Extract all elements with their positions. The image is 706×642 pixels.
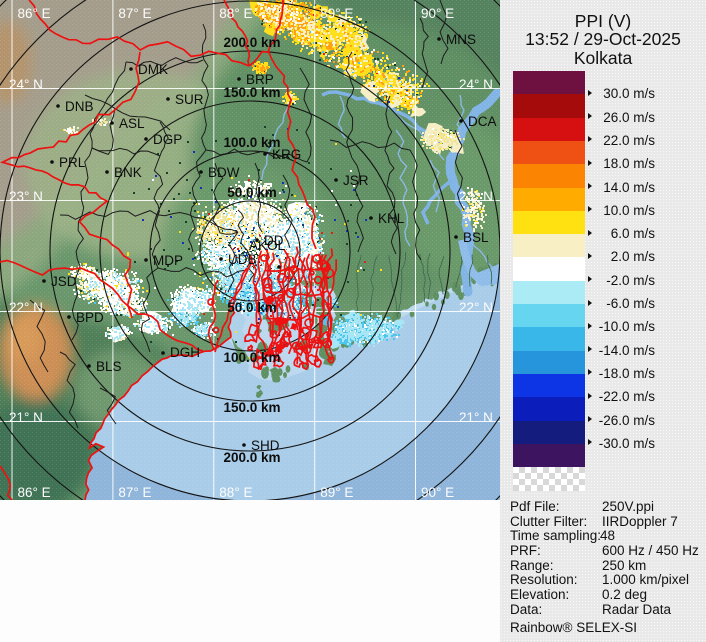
svg-text:SHD: SHD bbox=[251, 438, 280, 453]
svg-text:ASL: ASL bbox=[119, 116, 145, 131]
svg-text:150.0 km: 150.0 km bbox=[223, 85, 280, 100]
svg-text:BNK: BNK bbox=[114, 165, 142, 180]
svg-text:23° N: 23° N bbox=[9, 189, 43, 204]
svg-text:AKOL: AKOL bbox=[249, 238, 286, 253]
svg-text:KRG: KRG bbox=[272, 147, 301, 162]
svg-text:BRP: BRP bbox=[246, 72, 274, 87]
svg-text:BDW: BDW bbox=[208, 165, 240, 180]
svg-text:21° N: 21° N bbox=[459, 410, 493, 425]
svg-text:24° N: 24° N bbox=[9, 77, 43, 92]
svg-text:BLS: BLS bbox=[96, 359, 122, 374]
svg-text:88° E: 88° E bbox=[219, 6, 252, 21]
svg-text:200.0 km: 200.0 km bbox=[223, 450, 280, 465]
svg-text:86° E: 86° E bbox=[18, 6, 51, 21]
svg-text:DGP: DGP bbox=[153, 132, 182, 147]
svg-text:150.0 km: 150.0 km bbox=[223, 400, 280, 415]
svg-text:MDP: MDP bbox=[153, 253, 183, 268]
svg-text:100.0 km: 100.0 km bbox=[223, 350, 280, 365]
svg-text:89° E: 89° E bbox=[320, 485, 353, 500]
svg-text:DCA: DCA bbox=[468, 114, 497, 129]
svg-text:BSL: BSL bbox=[463, 230, 489, 245]
svg-text:PRL: PRL bbox=[59, 155, 86, 170]
svg-text:BPD: BPD bbox=[76, 310, 104, 325]
svg-text:MNS: MNS bbox=[446, 32, 476, 47]
svg-text:90° E: 90° E bbox=[421, 6, 454, 21]
svg-text:22° N: 22° N bbox=[459, 300, 493, 315]
svg-text:SUR: SUR bbox=[175, 92, 204, 107]
svg-text:50.0 km: 50.0 km bbox=[227, 185, 277, 200]
svg-text:JSD: JSD bbox=[51, 274, 77, 289]
svg-text:89° E: 89° E bbox=[320, 6, 353, 21]
svg-text:DD: DD bbox=[264, 233, 284, 248]
svg-text:87° E: 87° E bbox=[118, 6, 151, 21]
svg-text:87° E: 87° E bbox=[118, 485, 151, 500]
svg-text:86° E: 86° E bbox=[18, 485, 51, 500]
svg-text:JSR: JSR bbox=[343, 173, 369, 188]
svg-text:23° N: 23° N bbox=[459, 189, 493, 204]
svg-text:KHL: KHL bbox=[378, 211, 405, 226]
svg-text:100.0 km: 100.0 km bbox=[223, 135, 280, 150]
svg-text:21° N: 21° N bbox=[9, 410, 43, 425]
svg-text:DGH: DGH bbox=[170, 345, 200, 360]
svg-text:90° E: 90° E bbox=[421, 485, 454, 500]
svg-text:UDB: UDB bbox=[228, 252, 257, 267]
svg-text:22° N: 22° N bbox=[9, 300, 43, 315]
svg-text:24° N: 24° N bbox=[459, 77, 493, 92]
svg-text:DMK: DMK bbox=[138, 62, 168, 77]
svg-text:50.0 km: 50.0 km bbox=[227, 300, 277, 315]
svg-text:200.0 km: 200.0 km bbox=[223, 35, 280, 50]
svg-text:DNB: DNB bbox=[65, 99, 94, 114]
svg-text:88° E: 88° E bbox=[219, 485, 252, 500]
